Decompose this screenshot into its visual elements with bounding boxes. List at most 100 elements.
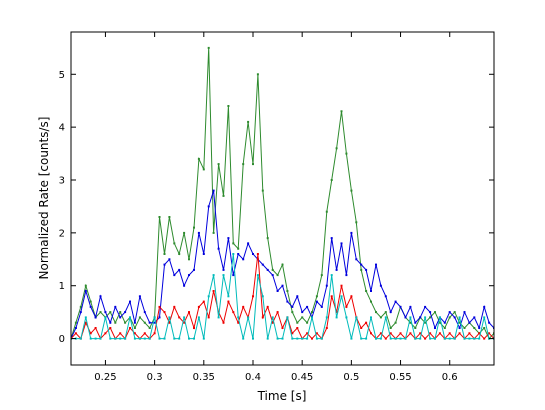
data-point	[247, 120, 250, 123]
data-point	[193, 226, 195, 229]
data-point	[429, 337, 432, 340]
data-point	[478, 337, 481, 340]
data-point	[311, 311, 313, 314]
data-point	[89, 300, 92, 303]
data-point	[301, 311, 304, 314]
data-point	[207, 316, 210, 319]
data-point	[256, 73, 259, 76]
data-point	[399, 305, 402, 308]
data-point	[281, 284, 284, 287]
data-point	[212, 290, 215, 292]
data-point	[340, 242, 343, 245]
data-point	[178, 316, 181, 319]
x-tick-label: 0.5	[343, 372, 359, 383]
data-point	[178, 253, 181, 255]
data-point	[311, 316, 313, 319]
data-point	[276, 311, 279, 314]
data-point	[389, 337, 392, 340]
data-point	[483, 305, 486, 308]
data-point	[197, 305, 200, 308]
data-point	[242, 337, 245, 340]
data-point	[168, 216, 171, 218]
data-point	[453, 337, 456, 340]
data-point	[448, 332, 451, 335]
data-point	[183, 316, 186, 319]
data-point	[296, 327, 299, 329]
data-point	[119, 337, 122, 340]
data-point	[148, 327, 151, 329]
data-point	[463, 327, 466, 329]
x-tick-label: 0.55	[389, 372, 411, 383]
data-point	[74, 327, 77, 329]
data-point	[114, 337, 117, 340]
data-point	[291, 311, 294, 314]
data-point	[399, 337, 402, 340]
data-point	[173, 305, 176, 308]
data-point	[483, 327, 486, 329]
data-point	[237, 321, 240, 324]
data-point	[217, 311, 220, 314]
data-point	[266, 268, 269, 271]
data-point	[330, 274, 333, 277]
data-point	[222, 274, 225, 277]
data-point	[138, 295, 141, 298]
data-point	[350, 231, 353, 234]
data-point	[74, 332, 77, 335]
data-point	[424, 305, 427, 308]
data-point	[286, 316, 289, 319]
data-point	[424, 337, 427, 340]
data-point	[188, 258, 190, 261]
data-point	[252, 163, 254, 166]
data-point	[325, 284, 328, 287]
data-point	[365, 321, 368, 324]
data-point	[89, 337, 92, 340]
data-point	[271, 321, 274, 324]
data-point	[281, 337, 284, 340]
data-point	[429, 311, 432, 314]
data-point	[227, 105, 230, 107]
data-point	[89, 332, 92, 335]
data-point	[197, 316, 200, 319]
data-point	[178, 337, 181, 340]
data-point	[320, 274, 323, 277]
data-point	[389, 332, 392, 335]
data-point	[345, 316, 348, 319]
data-point	[340, 295, 343, 298]
data-point	[173, 242, 176, 245]
data-point	[124, 321, 127, 324]
data-point	[212, 189, 215, 192]
data-point	[315, 332, 318, 335]
data-point	[232, 274, 235, 277]
data-point	[404, 316, 407, 319]
data-point	[478, 332, 481, 335]
data-point	[345, 305, 348, 308]
data-point	[276, 337, 279, 340]
data-point	[370, 290, 372, 292]
data-point	[109, 311, 112, 314]
data-point	[419, 316, 422, 319]
data-point	[335, 147, 338, 150]
data-point	[163, 311, 166, 314]
data-point	[84, 290, 87, 292]
data-point	[188, 274, 190, 277]
data-point	[158, 216, 161, 218]
data-point	[311, 337, 313, 340]
data-point	[158, 305, 161, 308]
data-point	[335, 268, 338, 271]
data-point	[409, 321, 412, 324]
series-layer	[71, 46, 494, 340]
data-point	[384, 337, 387, 340]
data-point	[79, 311, 82, 314]
data-point	[370, 332, 372, 335]
data-point	[438, 316, 441, 319]
data-point	[109, 327, 112, 329]
data-point	[379, 332, 382, 335]
data-point	[335, 316, 338, 319]
data-point	[315, 337, 318, 340]
data-point	[320, 305, 323, 308]
data-point	[325, 210, 328, 213]
data-point	[271, 274, 274, 277]
data-point	[360, 327, 363, 329]
data-point	[291, 305, 294, 308]
data-point	[379, 316, 382, 319]
